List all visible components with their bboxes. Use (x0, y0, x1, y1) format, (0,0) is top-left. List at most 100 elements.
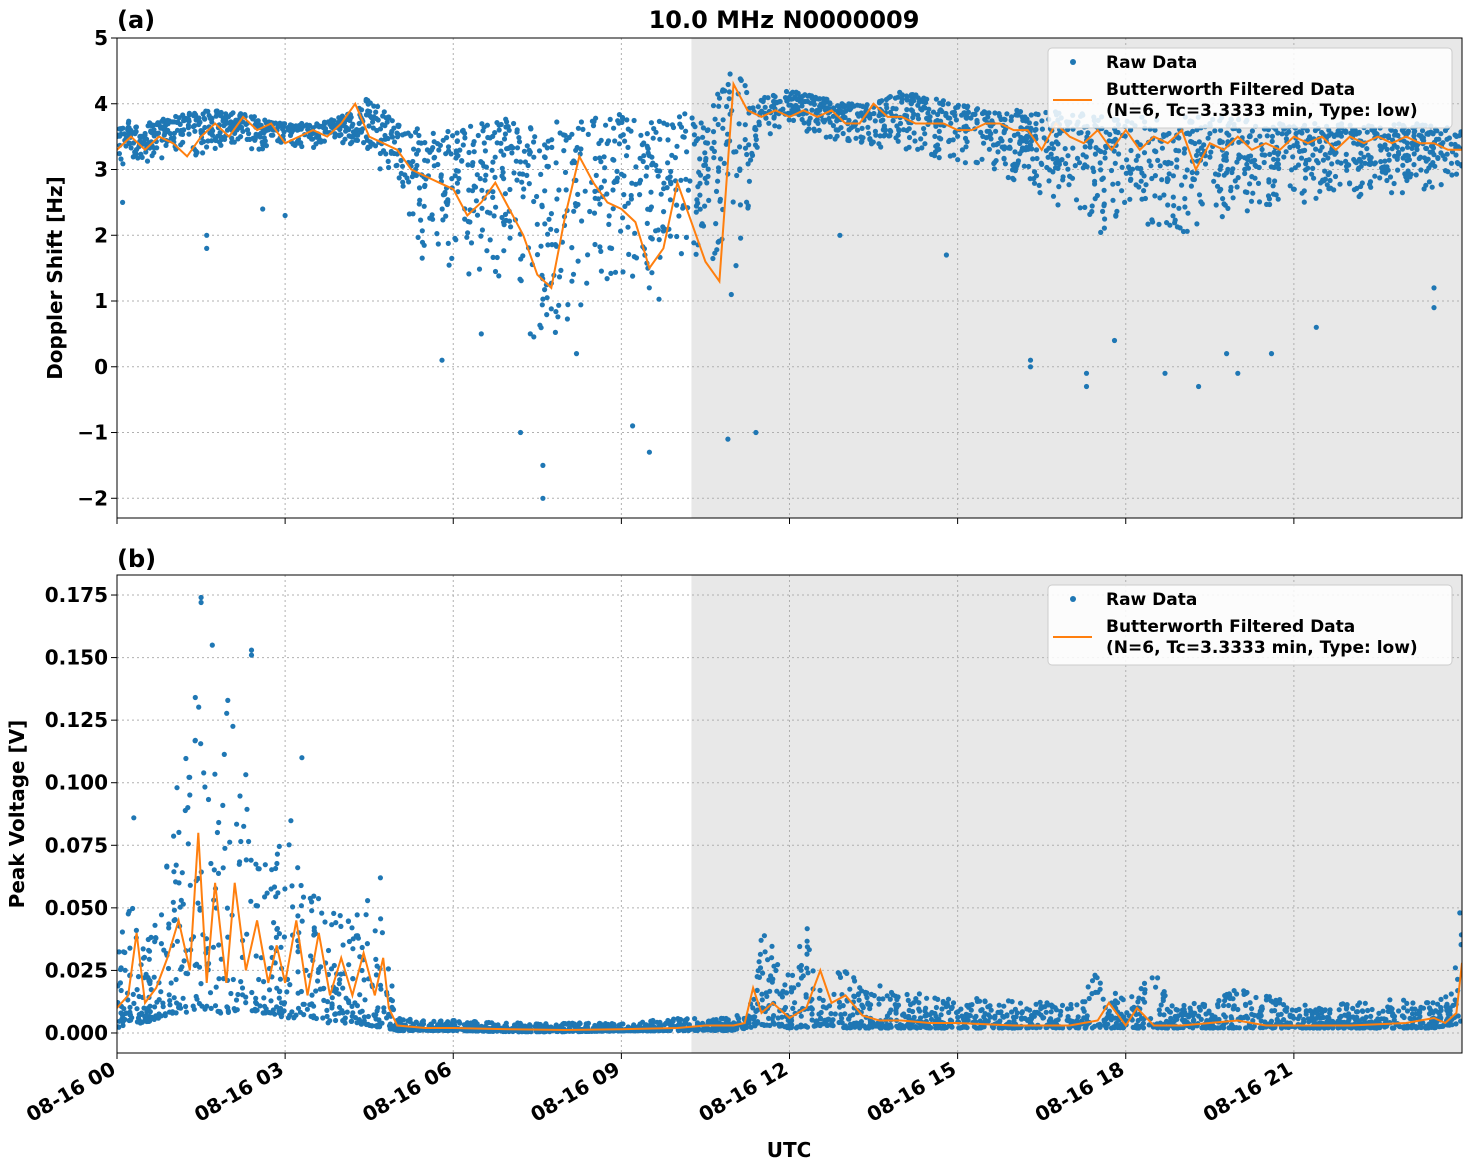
raw-data-point (419, 255, 425, 261)
raw-data-point (377, 1020, 383, 1026)
raw-data-point (851, 975, 857, 981)
raw-data-point (436, 147, 442, 153)
raw-data-point (1327, 1010, 1333, 1016)
raw-data-point (1430, 145, 1437, 151)
raw-data-point (1418, 167, 1424, 173)
raw-data-point (141, 954, 148, 960)
raw-data-point (159, 155, 165, 161)
raw-data-point (238, 979, 244, 985)
raw-data-point (701, 1027, 707, 1033)
raw-data-point (360, 126, 366, 132)
raw-data-point (1391, 1017, 1397, 1023)
raw-data-point (481, 140, 487, 146)
raw-data-point (1405, 173, 1411, 179)
raw-data-point (473, 198, 479, 204)
raw-data-point (841, 102, 847, 108)
raw-data-point (548, 211, 555, 217)
raw-data-point (806, 120, 812, 127)
raw-data-point (930, 109, 937, 115)
raw-data-point (1355, 1002, 1361, 1008)
raw-data-point (210, 944, 216, 950)
raw-data-point (139, 154, 145, 160)
raw-data-point (417, 197, 423, 203)
raw-data-point (1140, 1020, 1146, 1026)
raw-data-point (692, 1016, 698, 1022)
raw-data-point (623, 153, 630, 159)
raw-data-point (1053, 1007, 1059, 1013)
raw-data-point (1117, 1025, 1123, 1031)
raw-data-point (936, 135, 943, 141)
raw-data-point (534, 193, 540, 200)
raw-data-point (1141, 188, 1147, 194)
raw-data-point (842, 969, 848, 975)
raw-data-point (576, 1021, 582, 1027)
raw-data-point (363, 912, 369, 918)
raw-data-point (1146, 1022, 1152, 1028)
raw-data-point (1255, 180, 1262, 186)
raw-data-point (1143, 182, 1149, 188)
raw-data-point (995, 1009, 1001, 1016)
raw-data-point (904, 93, 910, 99)
raw-data-point (277, 1005, 284, 1012)
raw-data-point (373, 115, 379, 122)
raw-data-point (646, 285, 652, 291)
raw-data-point (1225, 205, 1231, 211)
raw-data-point (1085, 984, 1091, 990)
raw-data-point (322, 919, 328, 925)
raw-data-point (200, 150, 206, 156)
raw-data-point (406, 179, 412, 185)
raw-data-point (1380, 1008, 1386, 1014)
raw-data-point (486, 1019, 492, 1026)
raw-data-point (937, 108, 943, 114)
raw-data-point (1073, 197, 1080, 203)
raw-data-point (1359, 180, 1365, 186)
raw-data-point (178, 142, 184, 148)
raw-data-point (491, 213, 497, 219)
raw-data-point (514, 177, 520, 183)
raw-data-point (757, 951, 764, 957)
raw-data-point (742, 137, 748, 143)
raw-data-point (648, 204, 655, 210)
raw-data-point (1119, 188, 1125, 194)
raw-data-point (204, 245, 210, 251)
raw-data-point (1448, 160, 1455, 166)
raw-data-point (475, 132, 481, 139)
raw-data-point (1234, 184, 1240, 190)
raw-data-point (539, 302, 545, 308)
raw-data-point (1230, 195, 1236, 201)
raw-data-point (1388, 127, 1395, 133)
raw-data-point (1150, 219, 1156, 225)
raw-data-point (1166, 130, 1172, 137)
raw-data-point (1162, 993, 1168, 999)
raw-data-point (1001, 146, 1007, 152)
raw-data-point (696, 169, 702, 175)
raw-data-point (284, 989, 290, 995)
raw-data-point (953, 117, 960, 123)
raw-data-point (299, 918, 305, 924)
raw-data-point (1341, 1020, 1347, 1026)
raw-data-point (1290, 154, 1296, 160)
raw-data-point (1242, 189, 1248, 195)
raw-data-point (457, 147, 463, 153)
raw-data-point (1020, 117, 1026, 123)
raw-data-point (527, 125, 534, 131)
raw-data-point (364, 941, 370, 947)
raw-data-point (212, 145, 218, 151)
raw-data-point (1301, 188, 1307, 194)
raw-data-point (389, 134, 396, 140)
raw-data-point (123, 143, 129, 149)
raw-data-point (492, 154, 498, 160)
raw-data-point (817, 96, 823, 102)
raw-data-point (1336, 1007, 1342, 1013)
raw-data-point (155, 120, 161, 126)
raw-data-point (955, 133, 961, 139)
raw-data-point (988, 123, 994, 129)
raw-data-point (1310, 165, 1316, 171)
raw-data-point (288, 818, 294, 824)
raw-data-point (209, 132, 216, 138)
raw-data-point (911, 111, 917, 117)
raw-data-point (146, 947, 152, 953)
raw-data-point (1416, 132, 1422, 138)
raw-data-point (556, 274, 563, 280)
raw-data-point (1324, 182, 1330, 188)
